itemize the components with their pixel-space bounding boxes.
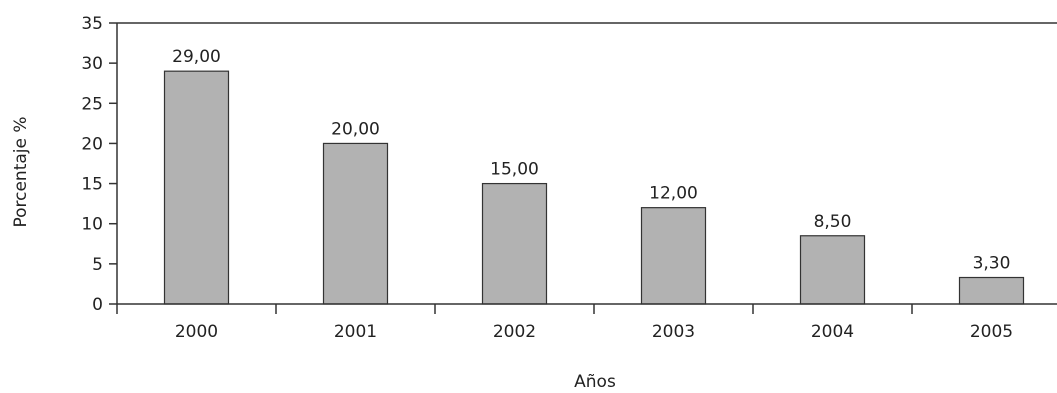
y-tick-label: 30 — [81, 54, 103, 74]
y-tick-label: 20 — [81, 134, 103, 154]
data-label-2004: 8,50 — [814, 212, 852, 232]
bar-2003 — [640, 207, 707, 305]
x-tick-label-2004: 2004 — [811, 322, 854, 342]
data-label-2003: 12,00 — [649, 184, 698, 204]
bar-2000 — [163, 70, 230, 305]
data-label-2002: 15,00 — [490, 160, 539, 180]
data-label-2000: 29,00 — [172, 47, 221, 67]
data-label-2005: 3,30 — [973, 254, 1011, 274]
y-axis-ticks: 0 5 10 15 20 25 30 35 — [81, 14, 117, 315]
data-label-2001: 20,00 — [331, 119, 380, 139]
x-tick-label-2005: 2005 — [970, 322, 1013, 342]
y-tick-label: 0 — [92, 295, 103, 315]
x-tick-label-2002: 2002 — [493, 322, 536, 342]
y-tick-label: 15 — [81, 175, 103, 195]
x-tick-label-2000: 2000 — [175, 322, 218, 342]
y-tick-label: 25 — [81, 94, 103, 114]
bar-2001 — [322, 142, 389, 305]
x-axis-title: Años — [574, 372, 616, 392]
bars: 29,00 20,00 15,00 12,00 8,50 3,30 — [163, 47, 1025, 305]
x-tick-label-2001: 2001 — [334, 322, 377, 342]
y-tick-label: 35 — [81, 14, 103, 34]
bar-2004 — [799, 235, 866, 305]
y-tick-label: 10 — [81, 215, 103, 235]
bar-2005 — [958, 276, 1025, 305]
x-tick-label-2003: 2003 — [652, 322, 695, 342]
y-tick-label: 5 — [92, 255, 103, 275]
y-axis-title: Porcentaje % — [11, 116, 31, 227]
bar-2002 — [481, 182, 548, 305]
x-axis-ticks: 2000 2001 2002 2003 2004 2005 — [116, 304, 1013, 342]
